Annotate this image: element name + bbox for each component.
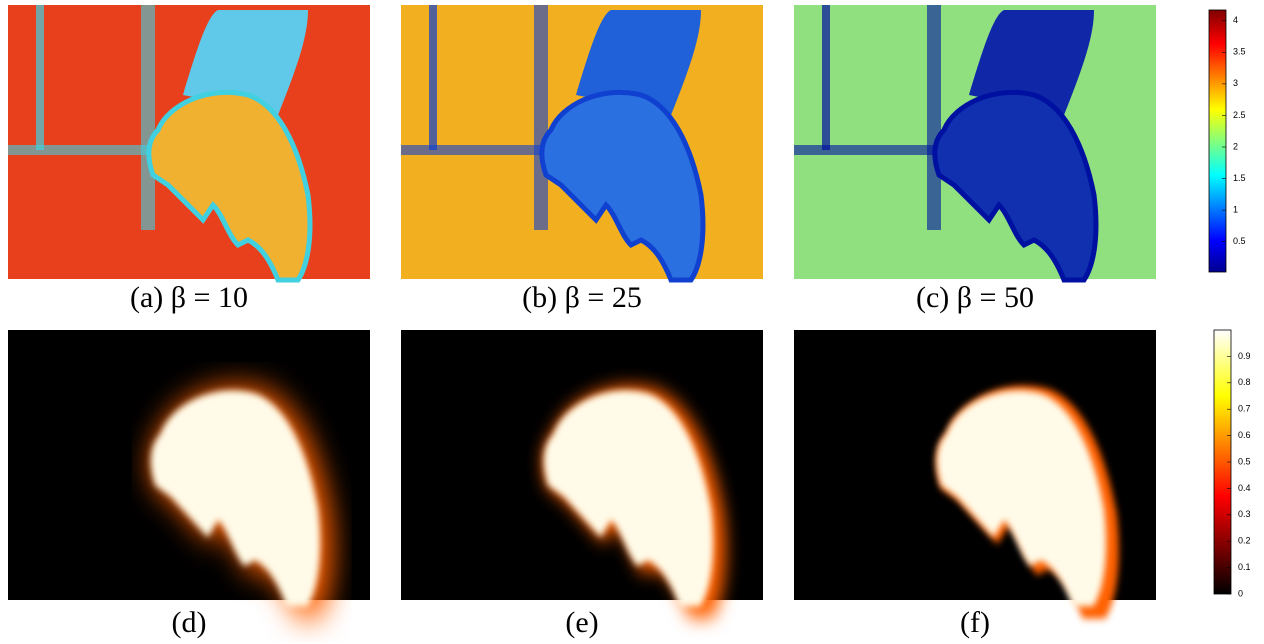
image-panel — [401, 5, 763, 280]
image-panel — [794, 330, 1156, 619]
colorbar-tick-label: 0.3 — [1238, 509, 1251, 519]
colorbar-tick-label: 0.2 — [1238, 536, 1251, 546]
caption: (c) β = 50 — [916, 281, 1034, 314]
colorbar-tick-label: 1.5 — [1233, 173, 1246, 183]
colorbar-tick-label: 0.7 — [1238, 404, 1251, 414]
image-panel — [401, 330, 763, 619]
frame-post — [36, 5, 44, 150]
colorbar-tick-label: 0.5 — [1233, 236, 1246, 246]
colorbar-tick-label: 3 — [1233, 78, 1238, 88]
image-panel — [794, 5, 1156, 280]
colorbar-tick-label: 0.9 — [1238, 351, 1251, 361]
colorbar-tick-label: 0.8 — [1238, 377, 1251, 387]
figure: (a) β = 10 (b) β = 25 (c) β = 50 (d) (e) (f) 0… — [0, 0, 1264, 644]
colorbar-tick-label: 0 — [1238, 588, 1243, 598]
frame-post — [141, 5, 155, 230]
frame-post — [534, 5, 548, 230]
colorbar-tick-label: 1 — [1233, 205, 1238, 215]
frame-bar — [401, 145, 551, 155]
frame-post — [822, 5, 830, 150]
colorbar-tick-label: 0.4 — [1238, 483, 1251, 493]
caption: (e) — [565, 606, 598, 639]
colorbar-tick-label: 0.5 — [1238, 456, 1251, 466]
colorbar-tick-label: 2.5 — [1233, 110, 1246, 120]
image-panel — [8, 5, 370, 280]
colorbar-tick-label: 2 — [1233, 141, 1238, 151]
colorbar-tick-label: 0.1 — [1238, 562, 1251, 572]
colorbar-tick-label: 3.5 — [1233, 47, 1246, 57]
frame-post — [927, 5, 941, 230]
frame-bar — [8, 145, 158, 155]
colorbar — [1209, 10, 1226, 272]
colorbar-tick-label: 4 — [1233, 15, 1238, 25]
frame-post — [429, 5, 437, 150]
caption: (f) — [960, 606, 990, 639]
colorbar-tick-label: 0.6 — [1238, 430, 1251, 440]
caption: (d) — [172, 606, 207, 639]
frame-bar — [794, 145, 944, 155]
caption: (b) β = 25 — [522, 281, 642, 314]
image-panel — [8, 330, 370, 619]
caption: (a) β = 10 — [130, 281, 248, 314]
